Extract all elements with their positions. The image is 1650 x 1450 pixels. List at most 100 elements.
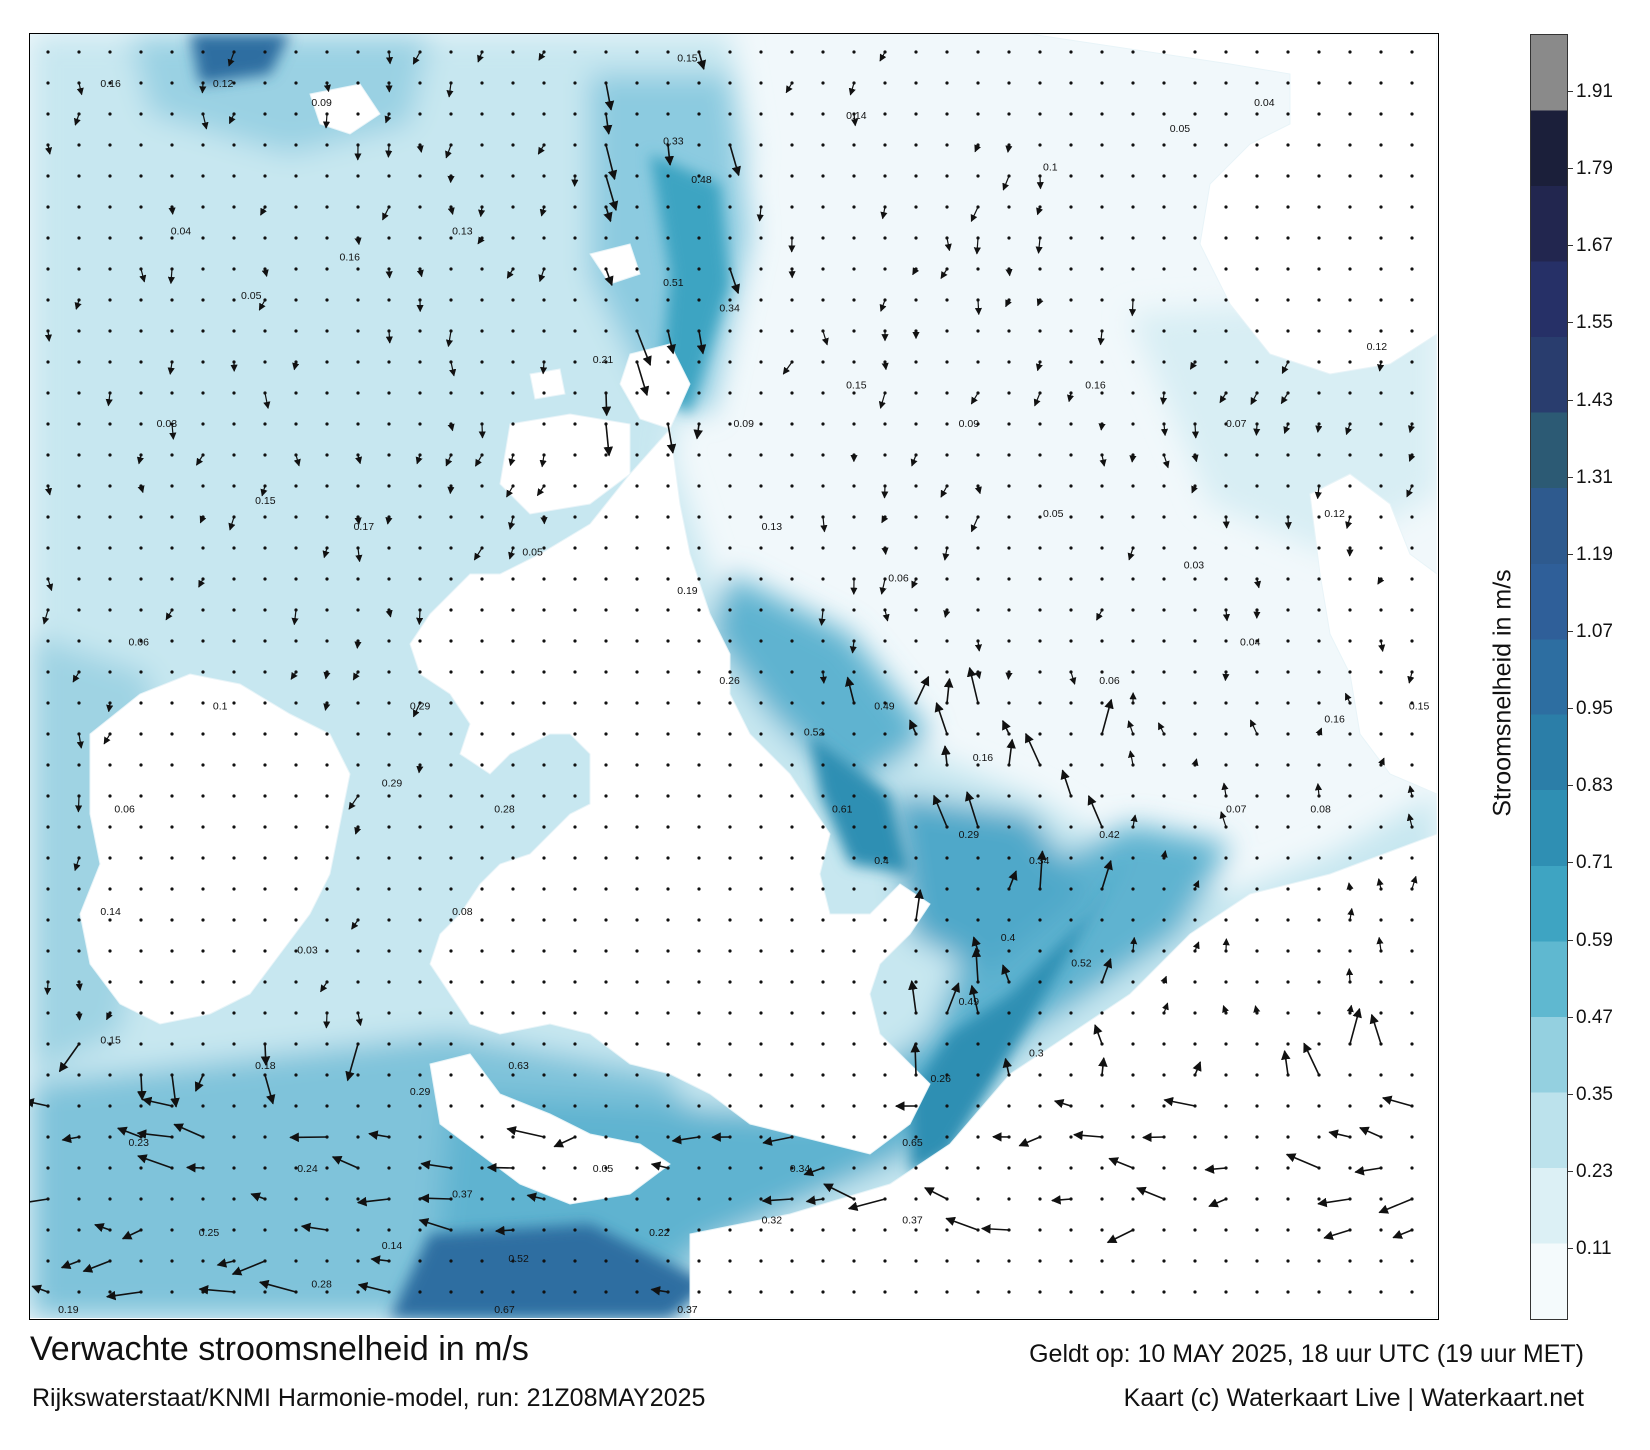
grid-point xyxy=(604,949,608,953)
grid-point xyxy=(1100,174,1104,178)
grid-point xyxy=(356,329,360,333)
grid-point xyxy=(232,732,236,736)
grid-point xyxy=(1069,639,1073,643)
current-arrow xyxy=(1037,850,1047,890)
speed-label: 0.63 xyxy=(508,1060,529,1072)
grid-point xyxy=(449,484,453,488)
speed-label: 0.34 xyxy=(790,1163,811,1175)
grid-point xyxy=(387,298,391,302)
current-arrow xyxy=(1160,423,1169,437)
current-speed-map[interactable]: 0.16 0.12 0.09 0.15 0.33 0.48 0.51 0.34 0.14 0.1 0… xyxy=(29,33,1439,1320)
current-arrow xyxy=(1345,967,1354,983)
grid-point xyxy=(635,205,639,209)
speed-label: 0.04 xyxy=(1240,637,1261,649)
grid-point xyxy=(1379,360,1383,364)
grid-point xyxy=(418,205,422,209)
grid-point xyxy=(666,1104,670,1108)
grid-point xyxy=(46,577,50,581)
current-arrow xyxy=(73,857,81,872)
grid-point xyxy=(46,1197,50,1201)
grid-point xyxy=(511,918,515,922)
grid-point xyxy=(945,81,949,85)
grid-point xyxy=(666,298,670,302)
grid-point xyxy=(108,298,112,302)
grid-point xyxy=(46,1104,50,1108)
grid-point xyxy=(356,1197,360,1201)
grid-point xyxy=(1410,112,1414,116)
grid-point xyxy=(945,1290,949,1294)
current-arrow xyxy=(194,1074,204,1092)
grid-point xyxy=(1069,81,1073,85)
grid-point xyxy=(387,1166,391,1170)
grid-point xyxy=(1286,1290,1290,1294)
grid-point xyxy=(511,112,515,116)
grid-point xyxy=(1410,1011,1414,1015)
grid-point xyxy=(325,174,329,178)
grid-point xyxy=(108,1228,112,1232)
grid-point xyxy=(1317,546,1321,550)
grid-point xyxy=(139,949,143,953)
grid-point xyxy=(1007,1290,1011,1294)
grid-point xyxy=(1286,515,1290,519)
grid-point xyxy=(945,1011,949,1015)
current-arrow xyxy=(971,947,982,983)
grid-point xyxy=(1100,1290,1104,1294)
grid-point xyxy=(883,174,887,178)
grid-point xyxy=(77,1135,81,1139)
grid-point xyxy=(573,608,577,612)
grid-point xyxy=(139,174,143,178)
current-arrow xyxy=(696,51,707,71)
grid-point xyxy=(821,236,825,240)
grid-point xyxy=(46,112,50,116)
current-arrow xyxy=(650,1161,669,1171)
grid-point xyxy=(1007,701,1011,705)
grid-point xyxy=(1255,453,1259,457)
grid-point xyxy=(790,670,794,674)
grid-point xyxy=(759,732,763,736)
grid-point xyxy=(635,608,639,612)
grid-point xyxy=(790,918,794,922)
grid-point xyxy=(1193,825,1197,829)
grid-point xyxy=(759,391,763,395)
grid-point xyxy=(1193,732,1197,736)
grid-point xyxy=(201,949,205,953)
grid-point xyxy=(1038,1042,1042,1046)
grid-point xyxy=(108,205,112,209)
grid-point xyxy=(759,763,763,767)
grid-point xyxy=(604,236,608,240)
grid-point xyxy=(1255,329,1259,333)
grid-point xyxy=(170,1042,174,1046)
current-arrow xyxy=(58,1043,80,1073)
grid-point xyxy=(697,453,701,457)
grid-point xyxy=(356,360,360,364)
speed-label: 0.52 xyxy=(1071,958,1092,970)
grid-point xyxy=(325,515,329,519)
current-arrow xyxy=(137,1154,173,1169)
grid-point xyxy=(759,887,763,891)
grid-point xyxy=(852,267,856,271)
current-arrow xyxy=(636,361,650,397)
grid-point xyxy=(1224,143,1228,147)
grid-point xyxy=(139,1135,143,1139)
grid-point xyxy=(852,205,856,209)
grid-point xyxy=(1224,980,1228,984)
current-arrow xyxy=(74,299,82,310)
grid-point xyxy=(356,949,360,953)
grid-point xyxy=(1379,298,1383,302)
grid-point xyxy=(387,732,391,736)
grid-point xyxy=(759,1290,763,1294)
current-arrow xyxy=(1006,738,1016,766)
grid-point xyxy=(1317,174,1321,178)
grid-point xyxy=(480,205,484,209)
grid-point xyxy=(1410,546,1414,550)
grid-point xyxy=(1038,236,1042,240)
current-arrow xyxy=(650,1286,669,1296)
grid-point xyxy=(1162,236,1166,240)
grid-point xyxy=(1131,1197,1135,1201)
grid-point xyxy=(1255,639,1259,643)
grid-point xyxy=(108,701,112,705)
current-arrow xyxy=(382,206,390,221)
current-arrow xyxy=(42,609,50,625)
grid-point xyxy=(201,267,205,271)
speed-label: 0.25 xyxy=(199,1227,220,1239)
